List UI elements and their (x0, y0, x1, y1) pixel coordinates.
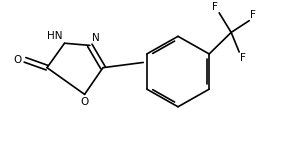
Text: N: N (92, 33, 100, 43)
Text: F: F (240, 53, 246, 63)
Text: F: F (250, 10, 256, 20)
Text: HN: HN (47, 31, 62, 41)
Text: O: O (14, 55, 22, 65)
Text: O: O (81, 97, 89, 107)
Text: F: F (212, 2, 218, 12)
